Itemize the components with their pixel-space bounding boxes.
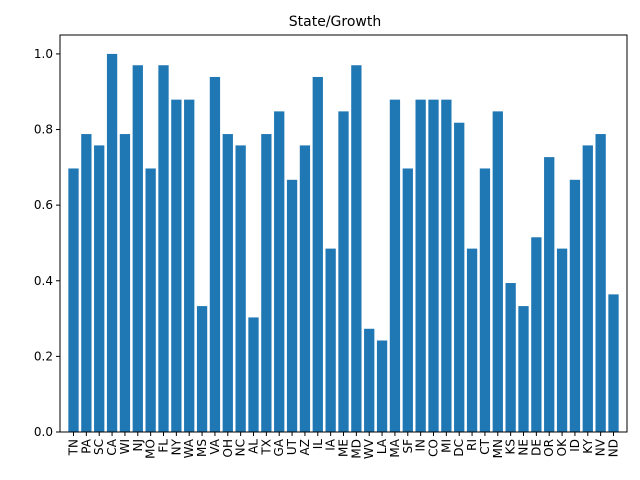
bar-il — [312, 76, 323, 432]
bar-mi — [441, 99, 452, 433]
x-tick-label-mn: MN — [491, 439, 505, 458]
x-tick-label-ny: NY — [169, 438, 183, 455]
x-tick-label-ut: UT — [285, 438, 299, 455]
bar-al — [248, 317, 259, 432]
x-tick-label-ky: KY — [581, 438, 595, 453]
bar-nj — [132, 65, 143, 432]
bar-nv — [595, 134, 606, 432]
x-tick-label-nv: NV — [594, 438, 608, 456]
x-tick-label-ca: CA — [105, 438, 119, 455]
x-tick-label-md: MD — [349, 439, 363, 459]
bar-or — [544, 157, 555, 432]
bar-de — [531, 237, 542, 432]
bar-wi — [119, 134, 131, 432]
bar-dc — [454, 122, 465, 432]
bar-mo — [145, 168, 156, 432]
x-tick-label-fl: FL — [157, 439, 171, 453]
x-tick-label-il: IL — [311, 439, 325, 450]
bar-me — [338, 111, 349, 432]
y-tick-label: 0.4 — [34, 274, 53, 288]
y-tick-label: 0.2 — [34, 349, 53, 363]
bar-nd — [608, 294, 619, 432]
x-tick-label-ms: MS — [195, 439, 209, 457]
bar-oh — [222, 134, 233, 432]
x-tick-label-az: AZ — [298, 439, 312, 455]
bar-fl — [158, 65, 169, 432]
chart-title: State/Growth — [289, 14, 381, 30]
y-tick-label: 0.6 — [34, 198, 53, 212]
x-tick-label-nd: ND — [607, 439, 621, 457]
bar-ne — [518, 306, 529, 432]
x-tick-label-sc: SC — [92, 439, 106, 455]
bar-pa — [81, 134, 92, 432]
x-tick-label-id: ID — [568, 439, 582, 452]
bar-tn — [68, 168, 79, 432]
plot-frame — [59, 34, 628, 433]
x-tick-label-wi: WI — [118, 439, 132, 454]
x-tick-label-nc: NC — [234, 439, 248, 456]
bar-sc — [94, 145, 105, 432]
x-tick-label-nj: NJ — [131, 439, 145, 452]
x-tick-label-sf: SF — [401, 439, 415, 454]
x-tick-label-me: ME — [337, 439, 351, 457]
x-tick-label-la: LA — [375, 438, 389, 454]
x-tick-label-ma: MA — [388, 438, 402, 457]
bar-ia — [325, 248, 336, 432]
x-tick-label-tn: TN — [67, 439, 81, 456]
bar-id — [569, 179, 581, 432]
x-tick-label-wv: WV — [362, 438, 376, 459]
bar-tx — [261, 134, 272, 432]
bar-sf — [402, 168, 413, 432]
x-tick-label-co: CO — [427, 439, 441, 457]
x-tick-label-tx: TX — [259, 439, 273, 456]
x-tick-label-dc: DC — [452, 439, 466, 457]
x-tick-label-oh: OH — [221, 439, 235, 457]
y-tick-label: 0.0 — [34, 425, 53, 439]
bar-ut — [286, 179, 298, 432]
x-tick-label-al: AL — [247, 439, 261, 454]
bar-ct — [479, 168, 491, 432]
x-tick-label-ia: IA — [324, 438, 338, 451]
bar-ky — [582, 145, 593, 432]
bar-ny — [171, 99, 182, 433]
x-tick-label-wa: WA — [182, 438, 196, 458]
y-tick-label: 0.8 — [34, 123, 53, 137]
bar-co — [428, 99, 439, 433]
x-tick-label-va: VA — [208, 438, 222, 454]
bar-mn — [492, 111, 503, 432]
x-tick-label-ri: RI — [465, 439, 479, 451]
x-tick-label-de: DE — [529, 439, 543, 456]
bar-ga — [274, 111, 285, 432]
bars-group — [68, 53, 619, 433]
y-axis: 0.0 0.2 0.4 0.6 0.8 1.0 — [34, 47, 60, 439]
bar-ma — [389, 99, 401, 433]
bar-ri — [466, 248, 478, 432]
bar-la — [376, 340, 388, 432]
x-tick-label-ok: OK — [555, 438, 569, 456]
x-tick-label-ga: GA — [272, 438, 286, 456]
x-tick-label-ct: CT — [478, 438, 492, 454]
x-tick-label-in: IN — [414, 439, 428, 452]
x-tick-label-or: OR — [542, 439, 556, 457]
bar-wv — [364, 328, 375, 432]
bar-ok — [556, 248, 568, 432]
bar-ca — [106, 53, 118, 433]
bar-ms — [196, 306, 208, 432]
bar-in — [415, 99, 426, 433]
y-tick-label: 1.0 — [34, 47, 53, 61]
x-tick-label-mo: MO — [144, 439, 158, 459]
x-axis: TNPASCCAWINJMOFLNYWAMSVAOHNCALTXGAUTAZIL… — [67, 432, 621, 459]
bar-wa — [184, 99, 195, 433]
bar-va — [209, 76, 221, 432]
x-tick-label-ks: KS — [504, 439, 518, 455]
bar-md — [351, 65, 362, 432]
bar-ks — [505, 283, 516, 432]
x-tick-label-pa: PA — [79, 438, 93, 453]
bar-az — [299, 145, 311, 432]
x-tick-label-mi: MI — [439, 439, 453, 453]
x-tick-label-ne: NE — [517, 439, 531, 456]
bar-nc — [235, 145, 246, 432]
